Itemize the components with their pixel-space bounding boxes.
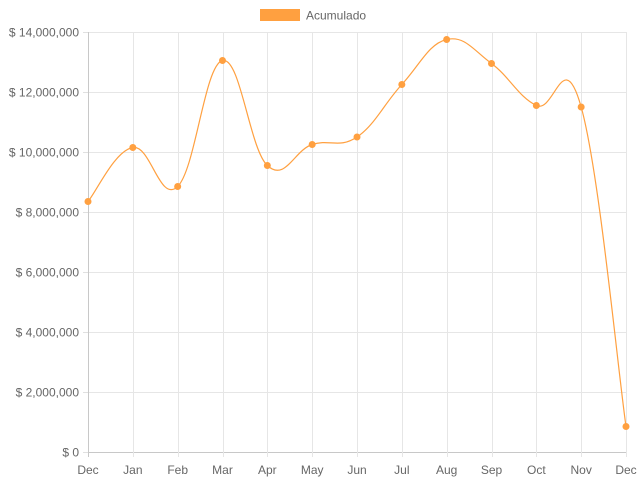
grid-layer [88,32,627,457]
y-tick-label: $ 8,000,000 [16,206,80,220]
x-tick-label: Oct [527,463,546,477]
data-point[interactable] [398,81,406,88]
x-tick-label: Dec [77,463,98,477]
x-tick-label: Jun [347,463,366,477]
data-point[interactable] [443,36,451,43]
y-tick-label: $ 0 [62,446,79,460]
legend-swatch-acumulado[interactable] [260,9,300,21]
x-tick-label: Jul [394,463,409,477]
legend-label-acumulado[interactable]: Acumulado [306,9,366,23]
data-point[interactable] [84,198,92,205]
data-point[interactable] [219,57,226,64]
y-tick-label: $ 14,000,000 [9,26,79,40]
data-point[interactable] [532,102,540,109]
x-tick-label: May [301,463,324,477]
axis-layer: $ 0 $ 2,000,000 $ 4,000,000 $ 6,000,000 $ 8,… [9,26,637,478]
y-tick-label: $ 12,000,000 [9,86,79,100]
x-tick-label: Nov [570,463,591,477]
y-tick-label: $ 4,000,000 [16,326,80,340]
data-point[interactable] [174,183,182,190]
data-point[interactable] [308,141,316,148]
y-tick-label: $ 10,000,000 [9,146,79,160]
x-tick-label: Jan [123,463,142,477]
legend[interactable]: Acumulado [260,9,366,23]
y-tick-label: $ 2,000,000 [16,386,80,400]
x-tick-label: Mar [212,463,233,477]
x-tick-label: Sep [481,463,503,477]
data-point[interactable] [129,144,137,151]
data-point[interactable] [488,60,495,67]
data-point[interactable] [622,423,630,430]
data-point[interactable] [353,133,361,141]
data-point[interactable] [577,103,585,111]
x-tick-label: Apr [258,463,277,477]
y-tick-label: $ 6,000,000 [16,266,80,280]
x-tick-label: Feb [167,463,188,477]
x-tick-label: Aug [436,463,457,477]
series-layer [84,36,630,430]
x-tick-label: Dec [615,463,636,477]
data-point[interactable] [263,162,271,169]
